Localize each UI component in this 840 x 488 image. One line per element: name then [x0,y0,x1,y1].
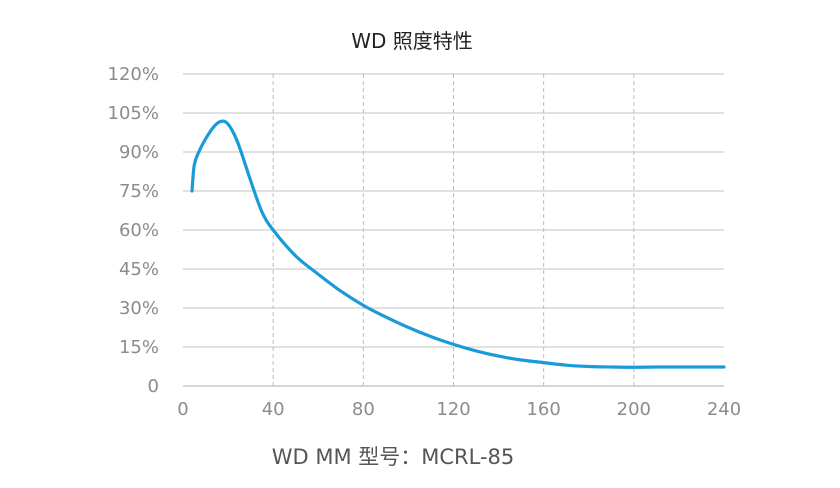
y-tick-label: 120% [108,64,159,85]
y-tick-label: 105% [108,103,159,124]
y-tick-label: 0 [148,376,159,397]
series-line-0 [190,119,726,369]
y-tick-label: 60% [119,220,159,241]
y-tick-label: 15% [119,337,159,358]
x-tick-label: 80 [352,399,375,420]
x-tick-label: 240 [707,399,741,420]
series-layer [190,119,726,369]
y-tick-label: 90% [119,142,159,163]
x-tick-label: 40 [262,399,285,420]
y-tick-label: 45% [119,259,159,280]
x-tick-label: 200 [617,399,651,420]
y-tick-label: 30% [119,298,159,319]
y-tick-label: 75% [119,181,159,202]
y-axis-ticks: 0 15% 30% 45% 60% 75% 90% 105% 120% [108,64,159,397]
x-tick-label: 160 [526,399,560,420]
chart-title: WD 照度特性 [351,29,473,53]
x-axis-ticks: 0 40 80 120 160 200 240 [177,399,741,420]
chart-caption: WD MM 型号：MCRL-85 [272,445,515,469]
x-tick-label: 120 [436,399,470,420]
grid [183,73,724,387]
x-tick-label: 0 [177,399,188,420]
